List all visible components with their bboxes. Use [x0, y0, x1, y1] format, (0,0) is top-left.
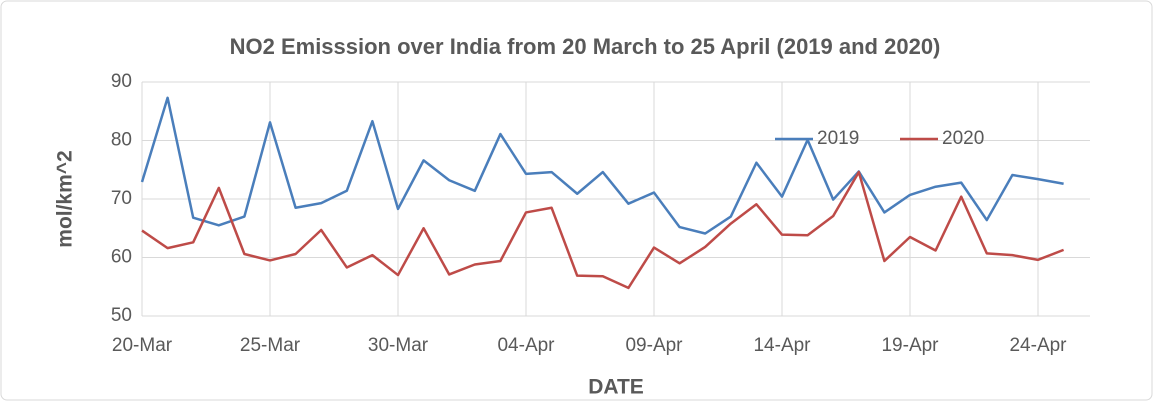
y-tick-label: 60: [111, 247, 132, 268]
x-tick-label: 25-Mar: [240, 335, 301, 356]
x-tick-label: 19-Apr: [881, 335, 939, 356]
x-tick-label: 14-Apr: [753, 335, 811, 356]
y-axis-title: mol/km^2: [54, 150, 77, 247]
y-tick-label: 50: [111, 305, 132, 326]
legend-label: 2019: [817, 128, 859, 149]
y-tick-label: 90: [111, 71, 132, 92]
line-series: [141, 170, 1065, 290]
line-series: [140, 96, 1064, 235]
x-tick-label: 20-Mar: [112, 335, 173, 356]
x-tick-label: 24-Apr: [1009, 335, 1067, 356]
legend-label: 2020: [942, 128, 984, 149]
x-tick-label: 04-Apr: [497, 335, 555, 356]
x-axis-title: DATE: [588, 376, 644, 399]
x-tick-label: 09-Apr: [625, 335, 683, 356]
y-tick-label: 70: [111, 188, 132, 209]
x-tick-label: 30-Mar: [368, 335, 429, 356]
y-tick-label: 80: [111, 130, 132, 151]
chart-title: NO2 Emisssion over India from 20 March t…: [230, 34, 941, 59]
